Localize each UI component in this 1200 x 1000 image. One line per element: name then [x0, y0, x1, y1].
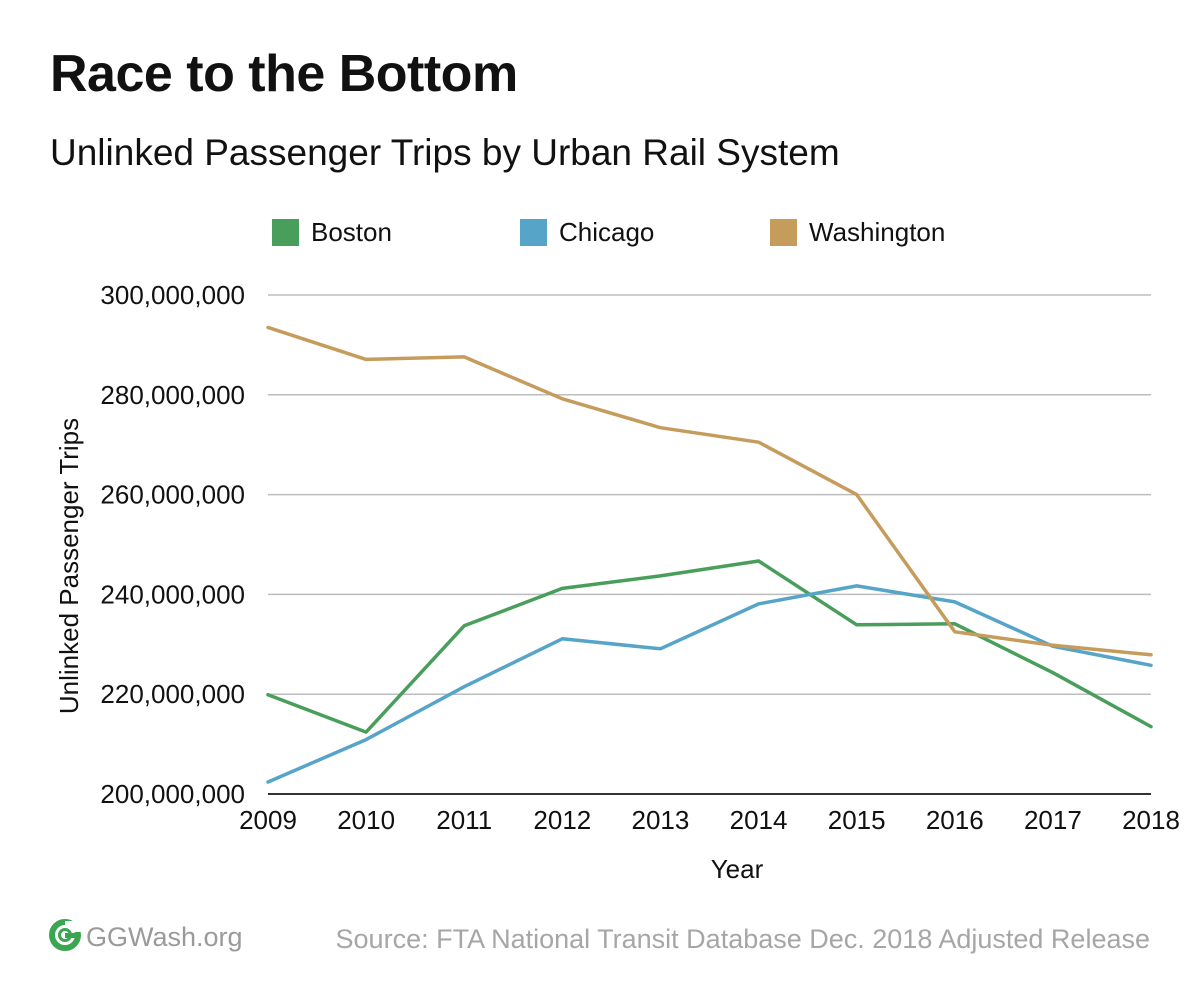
- source-note: Source: FTA National Transit Database De…: [335, 924, 1150, 954]
- y-tick-label: 240,000,000: [100, 579, 245, 609]
- series-lines: [266, 325, 1153, 784]
- legend-swatch-chicago: [520, 218, 547, 246]
- x-tick-label: 2014: [730, 805, 788, 835]
- x-tick-label: 2015: [828, 805, 886, 835]
- y-tick-label: 200,000,000: [100, 779, 245, 809]
- series-line-boston: [266, 559, 1153, 734]
- x-tick-label: 2011: [436, 805, 492, 835]
- x-tick-label: 2010: [337, 805, 395, 835]
- gridlines: [268, 294, 1151, 795]
- y-tick-label: 300,000,000: [100, 280, 245, 310]
- x-tick-label: 2012: [533, 805, 591, 835]
- legend-label-boston: Boston: [311, 217, 392, 247]
- y-tick-label: 280,000,000: [100, 380, 245, 410]
- x-tick-label: 2009: [239, 805, 297, 835]
- legend-swatch-boston: [272, 218, 299, 246]
- series-line-washington: [266, 325, 1153, 657]
- y-tick-labels: 200,000,000 220,000,000 240,000,000 260,000…: [100, 280, 245, 809]
- chart-subtitle: Unlinked Passenger Trips by Urban Rail S…: [50, 132, 840, 173]
- footer-logo: GGWash.org: [48, 918, 243, 957]
- y-tick-label: 220,000,000: [100, 679, 245, 709]
- footer-logo-text: GGWash.org: [86, 922, 243, 952]
- x-tick-labels: 2009 2010 2011 2012 2013 2014 2015 2016 2017 2018: [239, 805, 1180, 835]
- series-line-chicago: [266, 584, 1153, 784]
- x-axis-label: Year: [711, 854, 764, 884]
- x-tick-label: 2016: [926, 805, 984, 835]
- legend-item-washington: Washington: [770, 214, 945, 250]
- y-tick-label: 260,000,000: [100, 480, 245, 510]
- chart-title: Race to the Bottom: [50, 45, 518, 103]
- legend-item-boston: Boston: [272, 214, 392, 250]
- legend-label-chicago: Chicago: [559, 217, 655, 247]
- x-tick-label: 2013: [632, 805, 690, 835]
- x-tick-label: 2018: [1122, 805, 1180, 835]
- legend-swatch-washington: [770, 218, 797, 246]
- x-tick-label: 2017: [1024, 805, 1082, 835]
- y-axis-label: Unlinked Passenger Trips: [54, 418, 84, 714]
- legend-label-washington: Washington: [809, 217, 946, 247]
- ggwash-logo-icon: [48, 918, 82, 957]
- legend-item-chicago: Chicago: [520, 214, 654, 250]
